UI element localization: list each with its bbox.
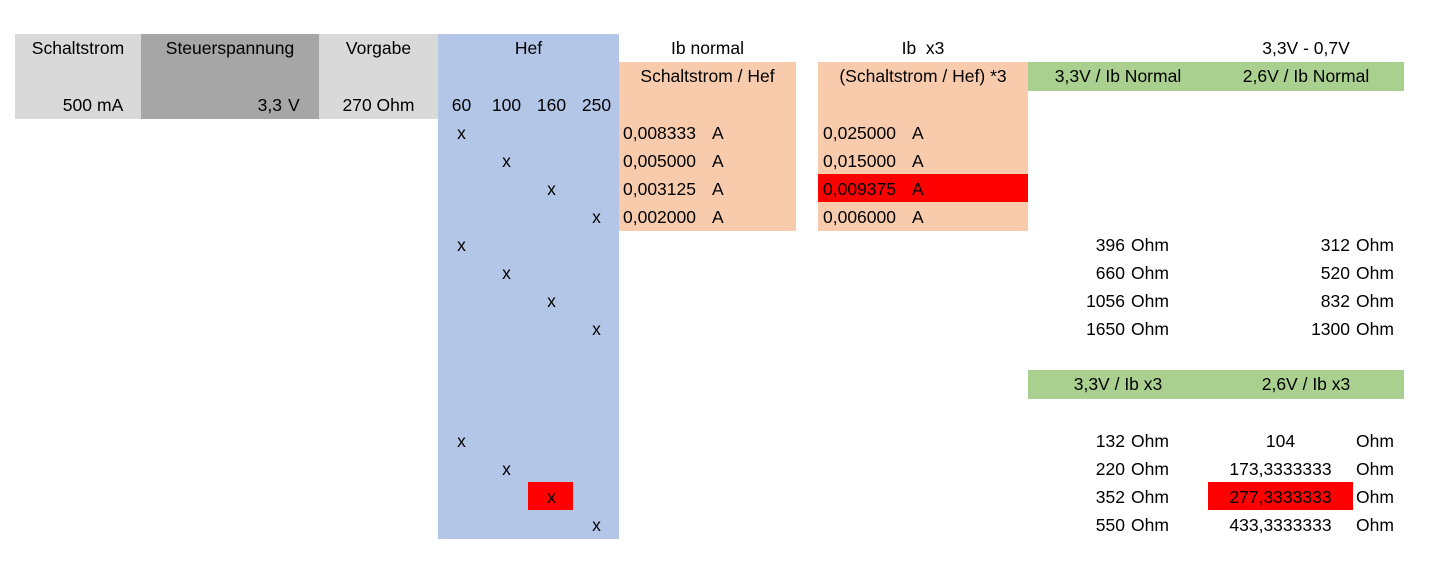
hef-mark-highlight	[528, 482, 573, 510]
r26-normal-value: 832	[1320, 291, 1350, 311]
ib-x3-unit: A	[912, 151, 924, 171]
r-x3-header-bg	[1028, 370, 1404, 399]
header-vorgabe: Vorgabe	[345, 38, 412, 58]
r33-x3-value: 132	[1095, 431, 1125, 451]
ib-x3-value: 0,006000	[823, 207, 896, 227]
r26-x3-unit: Ohm	[1356, 431, 1394, 451]
hef-mark: x	[502, 151, 511, 171]
subheader-r26-x3: 2,6V / Ib x3	[1261, 374, 1351, 394]
hef-mark-highlighted: x	[547, 487, 556, 507]
hef-column-bg	[438, 34, 619, 539]
r33-normal-unit: Ohm	[1131, 235, 1169, 255]
ib-normal-unit: A	[712, 179, 724, 199]
ib-normal-value: 0,008333	[623, 123, 696, 143]
hef-mark: x	[502, 263, 511, 283]
r26-x3-value: 173,3333333	[1229, 459, 1332, 479]
vorgabe-value: 270 Ohm	[342, 95, 415, 115]
steuerspannung-unit: V	[288, 95, 300, 115]
subheader-schaltstrom-hef-x3: (Schaltstrom / Hef) *3	[839, 66, 1007, 86]
ib-x3-value-highlighted: 0,009375	[823, 179, 896, 199]
header-spannungsabfall: 3,3V - 0,7V	[1262, 38, 1350, 58]
r26-x3-unit: Ohm	[1356, 515, 1394, 535]
r33-x3-value: 550	[1095, 515, 1125, 535]
r33-x3-value: 220	[1095, 459, 1125, 479]
r26-normal-value: 1300	[1311, 319, 1350, 339]
r26-x3-unit: Ohm	[1356, 487, 1394, 507]
r33-x3-unit: Ohm	[1131, 515, 1169, 535]
ib-normal-value: 0,002000	[623, 207, 696, 227]
hef-value-60: 60	[451, 95, 472, 115]
subheader-r33-normal: 3,3V / Ib Normal	[1054, 66, 1182, 86]
r26-x3-value-highlighted: 277,3333333	[1229, 487, 1332, 507]
ib-x3-value: 0,015000	[823, 151, 896, 171]
steuerspannung-value: 3,3	[257, 95, 282, 115]
ib-x3-unit: A	[912, 207, 924, 227]
hef-mark: x	[592, 319, 601, 339]
hef-mark: x	[592, 207, 601, 227]
ib-normal-unit: A	[712, 207, 724, 227]
r-normal-header-bg	[1028, 62, 1404, 91]
hef-mark: x	[502, 459, 511, 479]
r33-x3-unit: Ohm	[1131, 431, 1169, 451]
ib-x3-value: 0,025000	[823, 123, 896, 143]
r33-normal-value: 660	[1095, 263, 1125, 283]
schaltstrom-unit: mA	[97, 95, 124, 115]
header-hef: Hef	[514, 38, 543, 58]
ib-normal-unit: A	[712, 123, 724, 143]
schaltstrom-value: 500	[62, 95, 92, 115]
ib-x3-unit: A	[912, 123, 924, 143]
r33-normal-unit: Ohm	[1131, 263, 1169, 283]
subheader-r26-normal: 2,6V / Ib Normal	[1242, 66, 1370, 86]
ib-normal-value: 0,003125	[623, 179, 696, 199]
subheader-r33-x3: 3,3V / Ib x3	[1073, 374, 1163, 394]
hef-mark: x	[457, 431, 466, 451]
r26-normal-value: 312	[1320, 235, 1350, 255]
r33-x3-unit: Ohm	[1131, 487, 1169, 507]
header-ib-x3: Ib x3	[901, 38, 945, 58]
hef-mark: x	[547, 291, 556, 311]
hef-mark: x	[592, 515, 601, 535]
r26-x3-highlight	[1208, 482, 1353, 510]
r33-normal-value: 1650	[1086, 319, 1125, 339]
ib-normal-value: 0,005000	[623, 151, 696, 171]
subheader-schaltstrom-hef: Schaltstrom / Hef	[640, 66, 775, 86]
ib-normal-unit: A	[712, 151, 724, 171]
r26-x3-value: 104	[1265, 431, 1296, 451]
steuerspannung-column-bg	[141, 34, 319, 119]
r26-normal-unit: Ohm	[1356, 235, 1394, 255]
ib-x3-highlight	[818, 174, 1028, 202]
ib-normal-bg	[619, 62, 796, 231]
r33-x3-value: 352	[1095, 487, 1125, 507]
ib-x3-bg	[818, 62, 1028, 231]
r33-normal-value: 1056	[1086, 291, 1125, 311]
r33-normal-unit: Ohm	[1131, 319, 1169, 339]
header-ib-normal: Ib normal	[671, 38, 744, 58]
vorgabe-column-bg	[319, 34, 438, 119]
header-schaltstrom: Schaltstrom	[31, 38, 125, 58]
ib-x3-unit: A	[912, 179, 924, 199]
r26-x3-unit: Ohm	[1356, 459, 1394, 479]
hef-value-250: 250	[581, 95, 612, 115]
hef-mark: x	[547, 179, 556, 199]
hef-mark: x	[457, 123, 466, 143]
r33-normal-value: 396	[1095, 235, 1125, 255]
r33-normal-unit: Ohm	[1131, 291, 1169, 311]
hef-value-160: 160	[536, 95, 567, 115]
r26-normal-value: 520	[1320, 263, 1350, 283]
r26-normal-unit: Ohm	[1356, 319, 1394, 339]
r26-normal-unit: Ohm	[1356, 263, 1394, 283]
schaltstrom-column-bg	[15, 34, 141, 119]
header-steuerspannung: Steuerspannung	[165, 38, 295, 58]
hef-value-100: 100	[491, 95, 522, 115]
hef-mark: x	[457, 235, 466, 255]
r33-x3-unit: Ohm	[1131, 459, 1169, 479]
r26-x3-value: 433,3333333	[1229, 515, 1332, 535]
r26-normal-unit: Ohm	[1356, 291, 1394, 311]
